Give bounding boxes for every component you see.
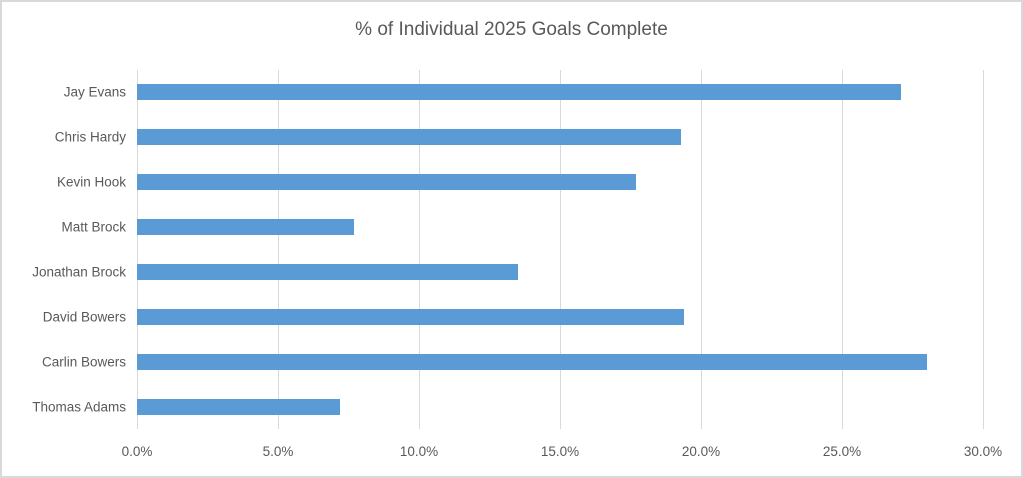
bar-david-bowers	[137, 308, 685, 325]
x-axis-tick-label: 10.0%	[399, 444, 439, 459]
y-axis-category-label: David Bowers	[42, 309, 126, 325]
y-axis-category-label: Kevin Hook	[56, 174, 126, 190]
x-axis-tick-label: 20.0%	[681, 444, 721, 459]
bar-carlin-bowers	[137, 353, 927, 370]
plot-area	[137, 70, 984, 429]
x-axis-tick-label: 5.0%	[262, 444, 294, 459]
chart-title: % of Individual 2025 Goals Complete	[355, 19, 668, 40]
gridline	[983, 70, 984, 429]
y-axis-category-label: Chris Hardy	[54, 129, 126, 145]
y-axis-labels: Jay Evans Chris Hardy Kevin Hook Matt Brock…	[2, 70, 126, 429]
y-axis-category-label: Jonathan Brock	[32, 264, 126, 280]
y-axis-category-label: Thomas Adams	[32, 399, 126, 415]
bar-thomas-adams	[137, 398, 341, 415]
gridline	[842, 70, 843, 429]
x-axis-labels: 0.0% 5.0% 10.0% 15.0% 20.0% 25.0% 30.0%	[122, 444, 1003, 464]
x-axis-tick-label: 30.0%	[963, 444, 1003, 459]
bar-matt-brock	[137, 219, 355, 236]
bar-kevin-hook	[137, 174, 637, 191]
y-axis-category-label: Matt Brock	[61, 219, 126, 235]
x-axis-tick-label: 25.0%	[822, 444, 862, 459]
y-axis-category-label: Jay Evans	[63, 84, 126, 100]
x-axis-tick-label: 15.0%	[540, 444, 580, 459]
gridline	[700, 70, 702, 429]
gridline	[418, 70, 420, 429]
gridline	[560, 70, 561, 429]
bar-jonathan-brock	[137, 263, 518, 280]
y-axis-category-label: Carlin Bowers	[41, 354, 126, 370]
gridline	[277, 70, 279, 429]
bar-chris-hardy	[137, 129, 682, 146]
x-axis-tick-label: 0.0%	[121, 444, 153, 459]
bar-jay-evans	[137, 84, 902, 101]
y-axis-line	[137, 70, 138, 429]
